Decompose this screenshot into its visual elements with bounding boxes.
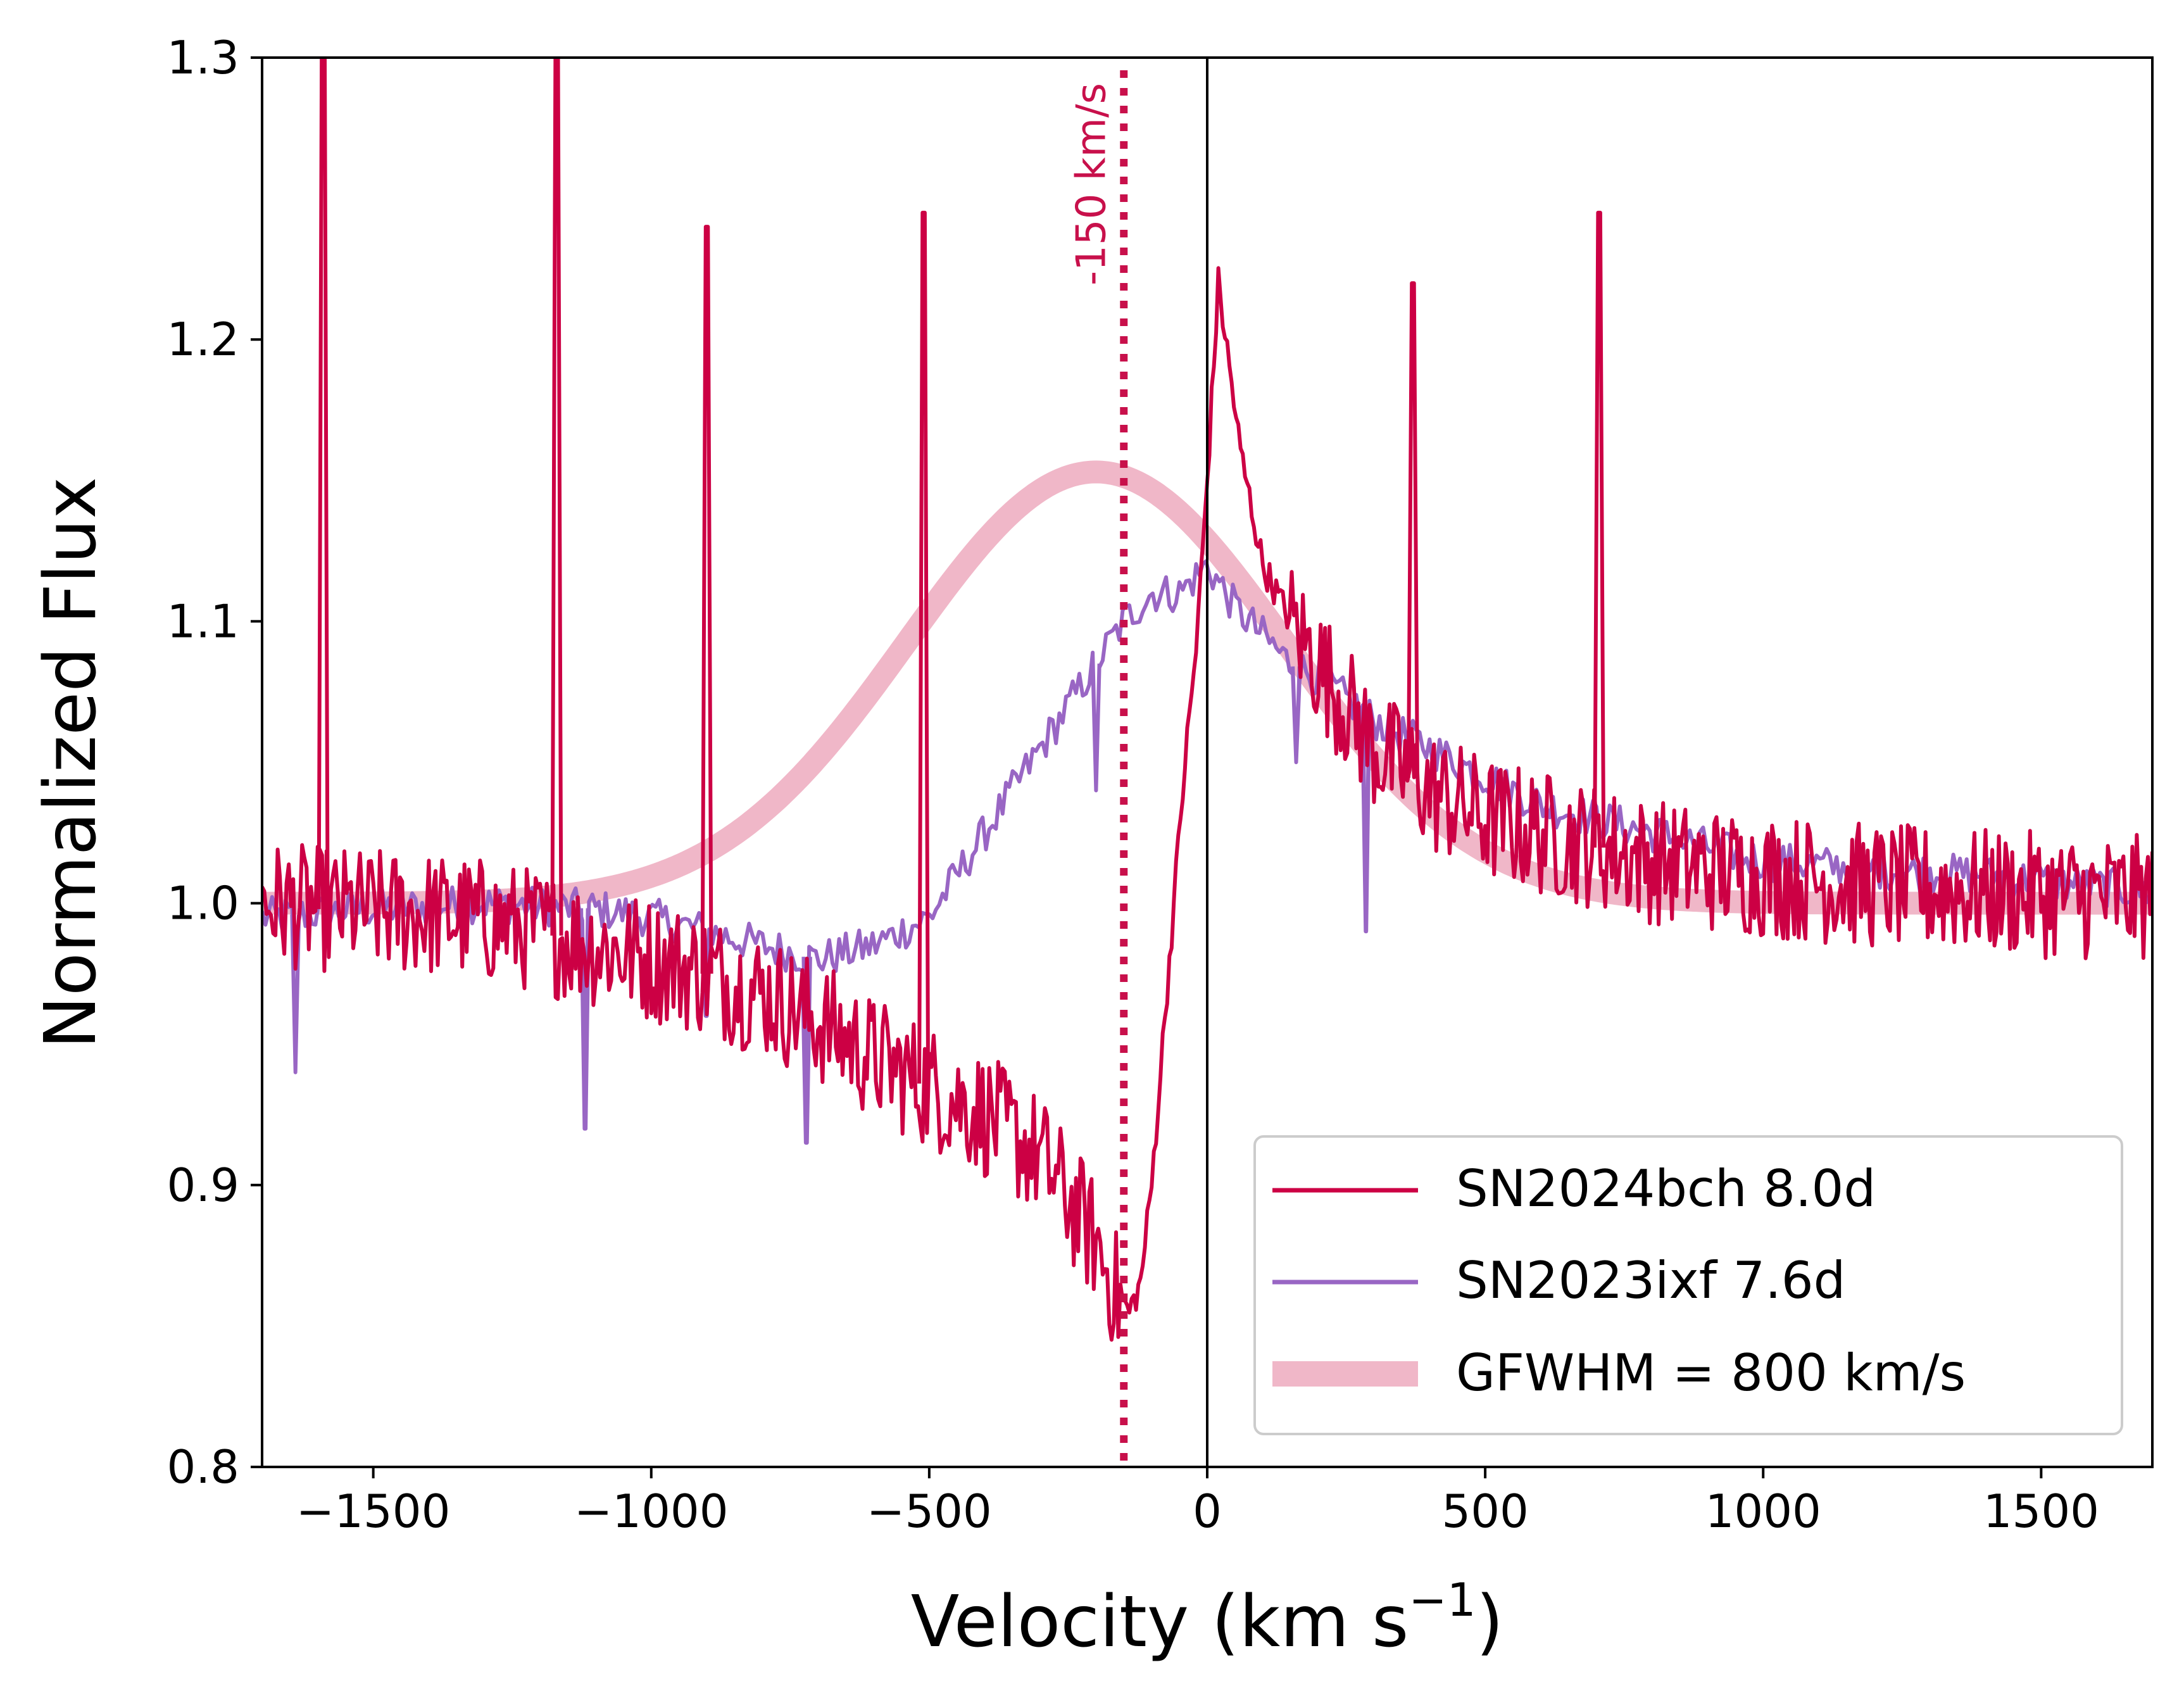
legend: SN2024bch 8.0d SN2023ixf 7.6d GFWHM = 80… <box>1253 1135 2123 1435</box>
x-axis-ticks: −1500 −1000 −500 0 500 1000 1500 <box>296 1467 2099 1538</box>
legend-box <box>1253 1135 2123 1435</box>
y-tick-label: 1.0 <box>166 877 239 930</box>
y-tick-label: 1.3 <box>166 31 239 84</box>
x-axis-label: Velocity (km s−1) <box>911 1573 1503 1663</box>
x-tick-label: −1000 <box>574 1485 729 1538</box>
velocity-marker-label: -150 km/s <box>1068 83 1115 286</box>
legend-label-gaussian: GFWHM = 800 km/s <box>1456 1343 1966 1402</box>
x-tick-label: −500 <box>867 1485 992 1538</box>
x-tick-label: 500 <box>1441 1485 1528 1538</box>
y-tick-label: 0.8 <box>166 1440 239 1494</box>
x-tick-label: 1000 <box>1705 1485 1821 1538</box>
y-axis-ticks: 0.8 0.9 1.0 1.1 1.2 1.3 <box>166 31 262 1494</box>
x-tick-label: 0 <box>1193 1485 1222 1538</box>
x-axis-label-main: Velocity (km s <box>911 1581 1409 1663</box>
x-axis-label-superscript: −1 <box>1409 1573 1476 1626</box>
y-axis-label: Normalized Flux <box>30 477 112 1049</box>
y-tick-label: 1.1 <box>166 595 239 648</box>
x-tick-label: 1500 <box>1983 1485 2099 1538</box>
x-axis-label-close: ) <box>1476 1581 1504 1663</box>
y-tick-label: 1.2 <box>166 313 239 366</box>
y-tick-label: 0.9 <box>166 1159 239 1212</box>
legend-label-sn2024bch: SN2024bch 8.0d <box>1456 1159 1876 1218</box>
x-tick-label: −1500 <box>296 1485 451 1538</box>
legend-label-sn2023ixf: SN2023ixf 7.6d <box>1456 1251 1845 1310</box>
